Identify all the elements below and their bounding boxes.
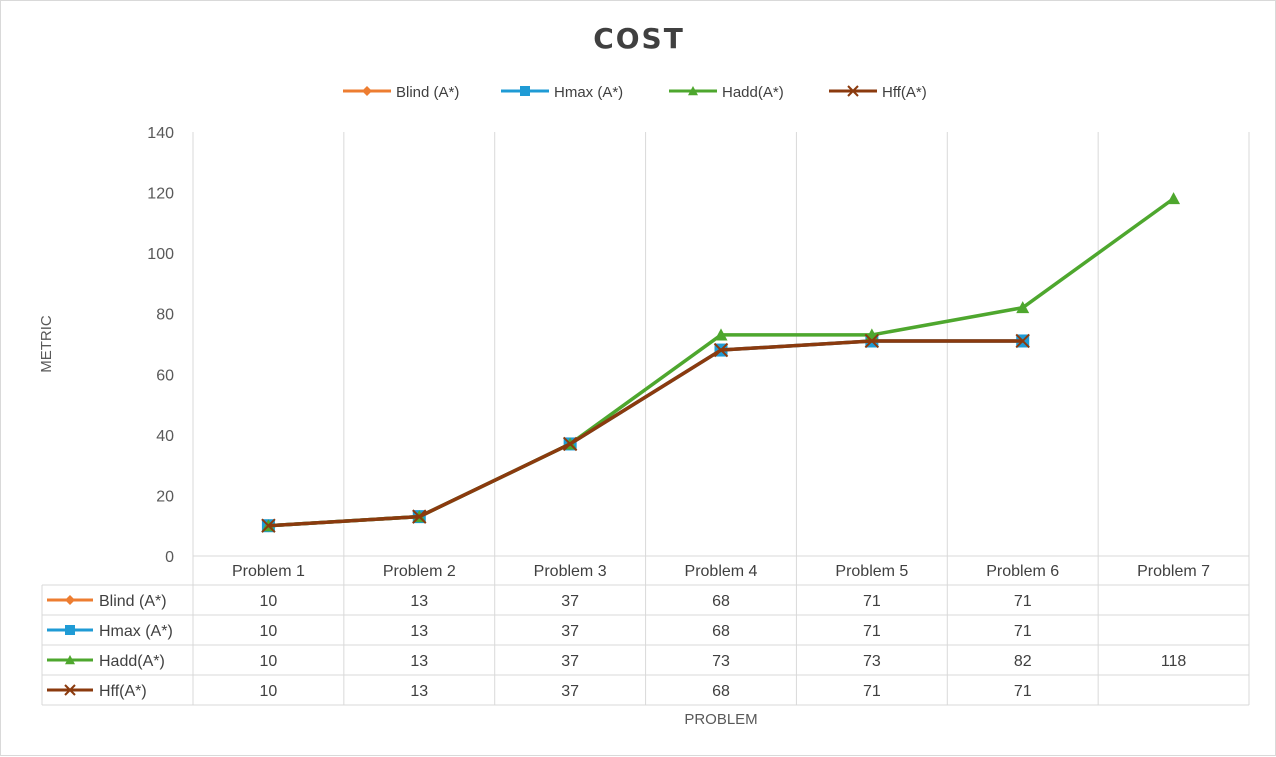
row-label: Blind (A*) — [99, 593, 167, 610]
data-point-x — [1015, 333, 1030, 349]
table-row-blind-a: Blind (A*) 10 13 37 68 71 71 — [47, 593, 1032, 610]
legend-item-hadd-a: Hadd(A*) — [669, 84, 784, 101]
table-cell: 37 — [561, 683, 579, 700]
table-cell: 71 — [863, 593, 881, 610]
category-label: Problem 4 — [685, 563, 758, 580]
table-cell: 13 — [410, 623, 428, 640]
legend: Blind (A*) Hmax (A*) Hadd(A*) Hff(A*) — [343, 84, 927, 101]
table-cell: 68 — [712, 683, 730, 700]
table-cell: 13 — [410, 653, 428, 670]
table-cell: 73 — [712, 653, 730, 670]
y-tick-label: 60 — [156, 367, 174, 384]
legend-label: Blind (A*) — [396, 84, 459, 101]
y-tick-label: 20 — [156, 488, 174, 505]
category-label: Problem 6 — [986, 563, 1059, 580]
legend-item-hmax-a: Hmax (A*) — [501, 84, 623, 101]
chart-title: COST — [593, 22, 685, 55]
data-point-x — [412, 509, 427, 524]
table-row-hmax-a: Hmax (A*) 10 13 37 68 71 71 — [47, 623, 1032, 640]
row-legend-diamond-icon — [65, 595, 75, 605]
category-label: Problem 5 — [835, 563, 908, 580]
legend-item-hff-a: Hff(A*) — [829, 84, 927, 101]
table-row-hadd-a: Hadd(A*) 10 13 37 73 73 82 118 — [47, 653, 1186, 670]
row-label: Hadd(A*) — [99, 653, 165, 670]
category-label: Problem 2 — [383, 563, 456, 580]
row-legend-x-icon — [64, 684, 76, 696]
table-cell: 71 — [1014, 593, 1032, 610]
legend-marker-triangle-icon — [688, 86, 698, 96]
y-axis-title: METRIC — [38, 315, 55, 373]
table-cell: 71 — [863, 623, 881, 640]
table-cell: 13 — [410, 683, 428, 700]
table-cell: 13 — [410, 593, 428, 610]
y-tick-label: 40 — [156, 428, 174, 445]
y-tick-label: 80 — [156, 307, 174, 324]
data-table: Problem 1 Problem 2 Problem 3 Problem 4 Prob… — [41, 556, 1250, 706]
table-row-hff-a: Hff(A*) 10 13 37 68 71 71 — [47, 683, 1032, 700]
table-cell: 68 — [712, 623, 730, 640]
table-cell: 71 — [1014, 623, 1032, 640]
legend-item-blind-a: Blind (A*) — [343, 84, 459, 101]
legend-marker-diamond-icon — [362, 86, 372, 96]
series-hff-a — [261, 333, 1030, 533]
table-cell: 118 — [1161, 653, 1187, 670]
row-label: Hmax (A*) — [99, 623, 173, 640]
row-legend-square-icon — [65, 625, 75, 635]
table-cell: 37 — [561, 623, 579, 640]
y-tick-label: 120 — [147, 186, 174, 203]
data-point-triangle — [1016, 301, 1030, 314]
table-cell: 37 — [561, 653, 579, 670]
data-point-x — [713, 342, 729, 358]
legend-label: Hadd(A*) — [722, 84, 784, 101]
data-point-triangle — [714, 328, 728, 341]
y-tick-label: 100 — [147, 246, 174, 263]
table-cell: 82 — [1014, 653, 1032, 670]
data-point-x — [562, 436, 578, 452]
series-line — [268, 339, 1023, 528]
table-cell: 10 — [260, 623, 278, 640]
category-label: Problem 3 — [534, 563, 607, 580]
data-point-triangle — [1167, 192, 1181, 205]
table-cell: 73 — [863, 653, 881, 670]
row-legend-triangle-icon — [65, 655, 75, 665]
table-cell: 37 — [561, 593, 579, 610]
table-cell: 10 — [260, 653, 278, 670]
legend-marker-square-icon — [520, 86, 530, 96]
y-tick-label: 140 — [147, 125, 174, 142]
table-cell: 10 — [260, 683, 278, 700]
x-axis-title: PROBLEM — [684, 711, 757, 728]
category-label: Problem 7 — [1137, 563, 1210, 580]
data-point-x — [864, 333, 880, 349]
table-cell: 71 — [863, 683, 881, 700]
series-line — [268, 197, 1175, 528]
series-hadd-a — [261, 192, 1181, 532]
legend-label: Hmax (A*) — [554, 84, 623, 101]
legend-label: Hff(A*) — [882, 84, 927, 101]
table-cell: 68 — [712, 593, 730, 610]
row-label: Hff(A*) — [99, 683, 147, 700]
table-cell: 71 — [1014, 683, 1032, 700]
category-label: Problem 1 — [232, 563, 305, 580]
y-tick-label: 0 — [165, 549, 174, 566]
plot-area: 0 20 40 60 80 100 120 140 — [147, 125, 1250, 566]
data-point-x — [261, 518, 276, 533]
table-cell: 10 — [260, 593, 278, 610]
legend-marker-x-icon — [847, 85, 859, 97]
